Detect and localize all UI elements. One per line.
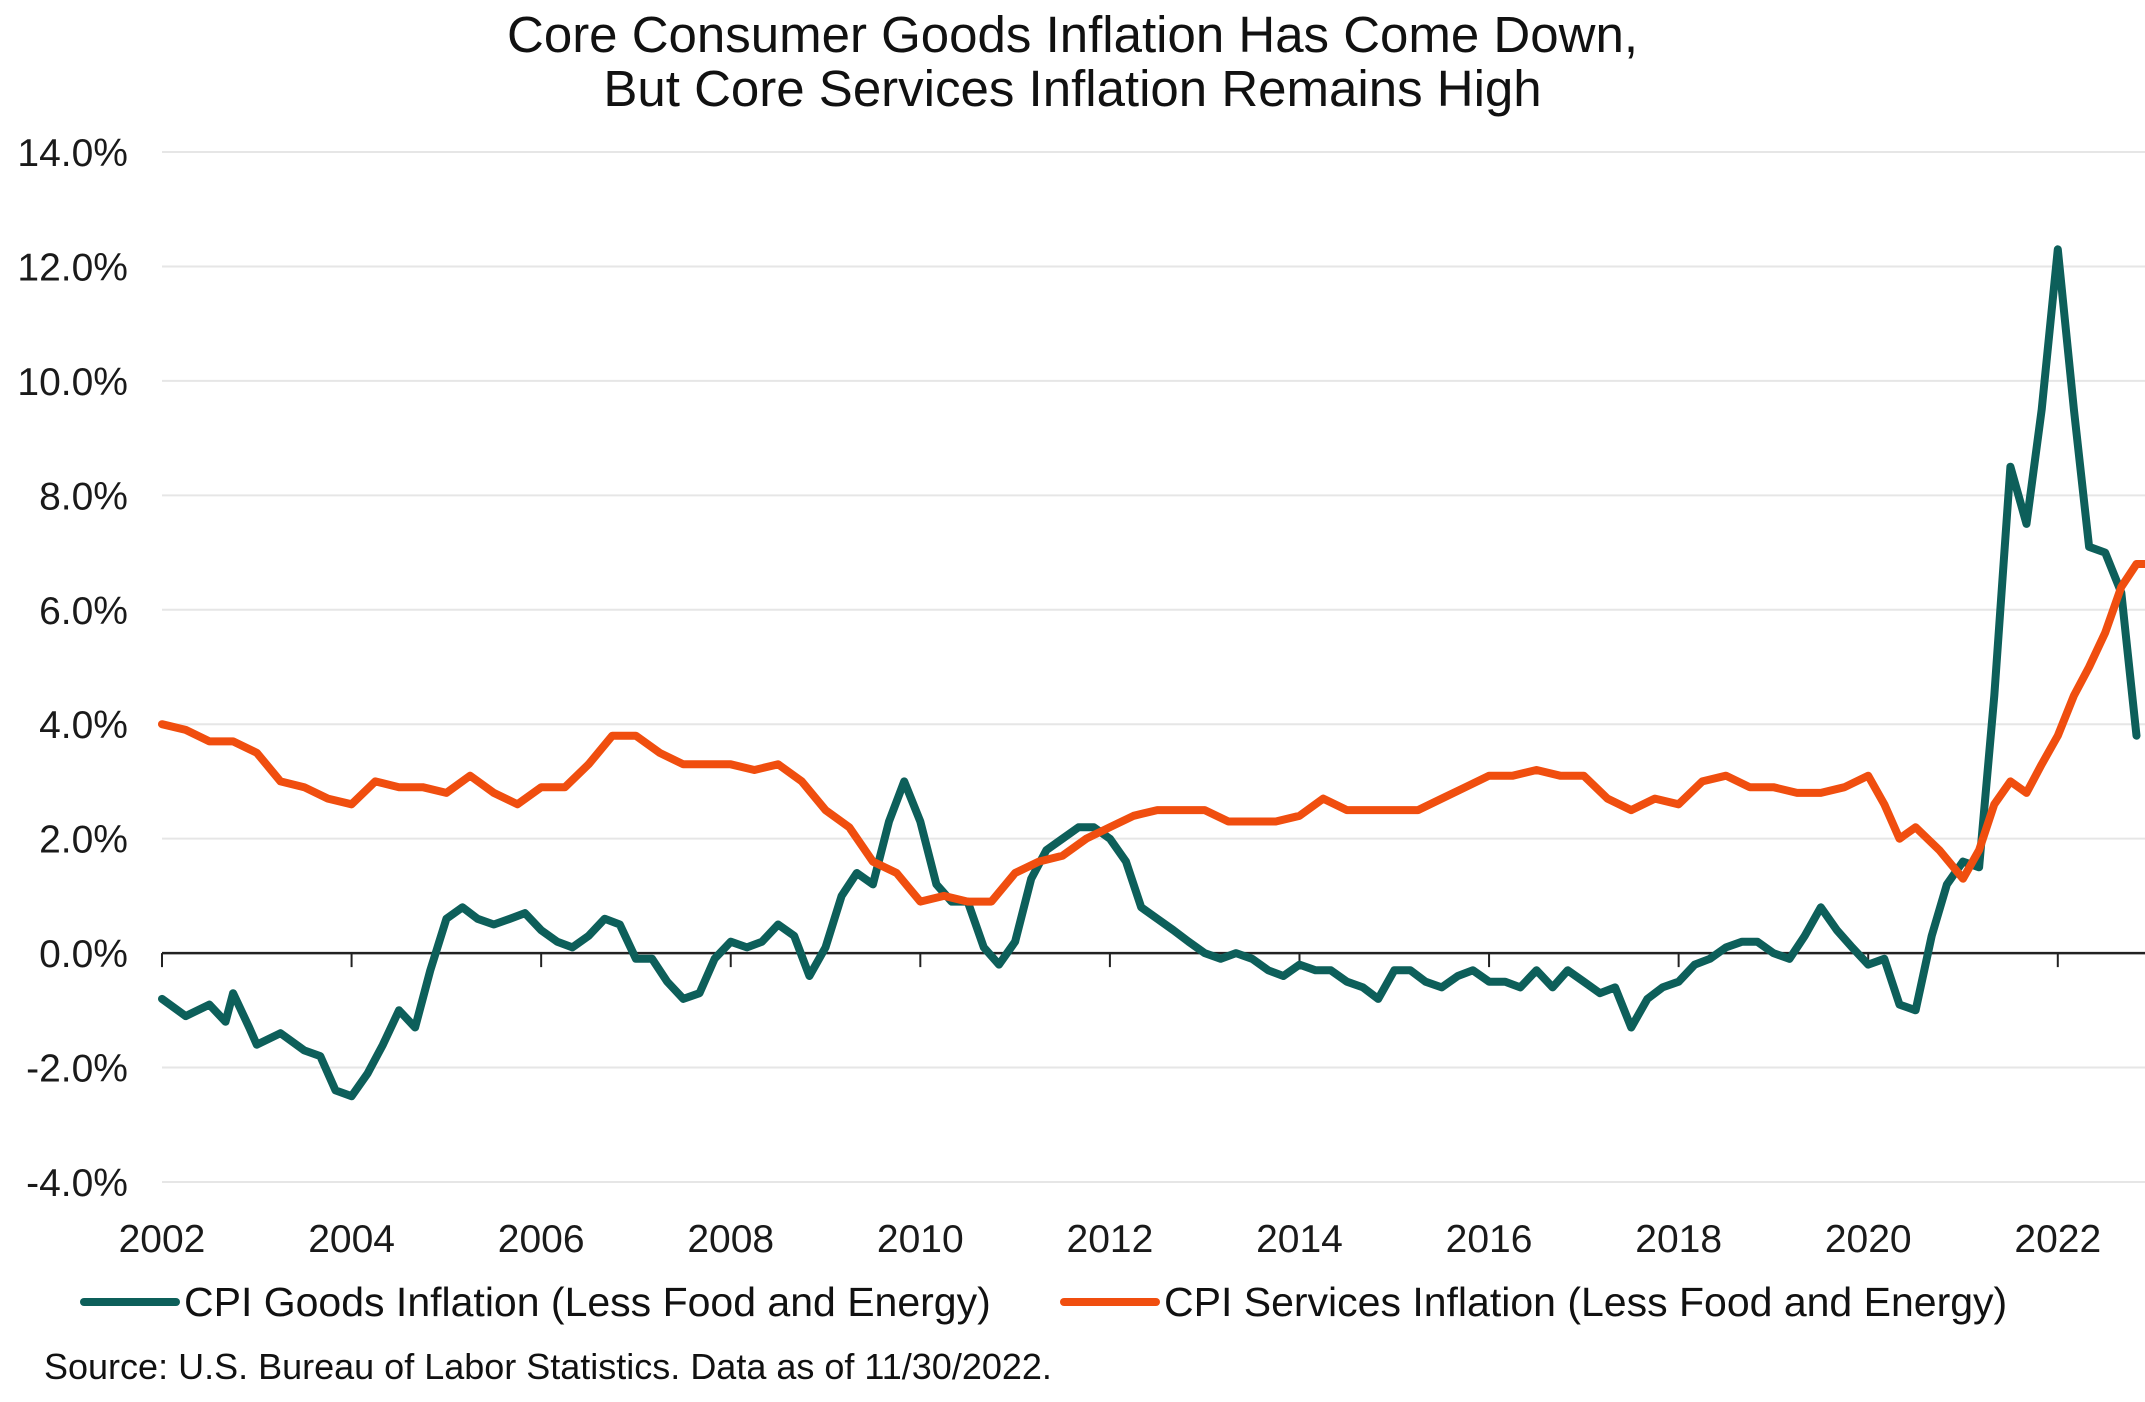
y-tick-label: -2.0%	[26, 1048, 128, 1091]
series-line-services	[158, 560, 2145, 906]
x-tick-label: 2008	[687, 1218, 774, 1261]
legend-item-services: CPI Services Inflation (Less Food and En…	[1060, 1272, 2007, 1332]
x-tick-label: 2016	[1446, 1218, 1533, 1261]
legend-swatch-goods	[80, 1298, 180, 1306]
legend-item-goods: CPI Goods Inflation (Less Food and Energ…	[80, 1272, 991, 1332]
source-note: Source: U.S. Bureau of Labor Statistics.…	[44, 1346, 1052, 1387]
y-tick-label: -4.0%	[26, 1162, 128, 1205]
line-chart: -4.0% -2.0% 0.0% 2.0% 4.0% 6.0% 8.0% 10.0% 12.0%…	[17, 132, 2145, 1261]
x-tick-label: 2014	[1256, 1218, 1343, 1261]
legend-label-services: CPI Services Inflation (Less Food and En…	[1164, 1278, 2008, 1325]
legend: CPI Goods Inflation (Less Food and Energ…	[0, 1272, 2145, 1332]
y-tick-label: 14.0%	[17, 132, 128, 175]
y-axis-ticks: -4.0% -2.0% 0.0% 2.0% 4.0% 6.0% 8.0% 10.0% 12.0%…	[17, 132, 128, 1205]
y-tick-label: 10.0%	[17, 361, 128, 404]
chart-title: Core Consumer Goods Inflation Has Come D…	[0, 8, 2145, 116]
chart-title-line-1: Core Consumer Goods Inflation Has Come D…	[507, 6, 1638, 63]
x-tick-label: 2012	[1067, 1218, 1154, 1261]
grid-lines	[162, 151, 2145, 1183]
series-lines	[158, 245, 2145, 1101]
y-tick-label: 2.0%	[39, 819, 128, 862]
y-tick-label: 0.0%	[39, 933, 128, 976]
x-tick-label: 2022	[2014, 1218, 2101, 1261]
chart-title-line-2: But Core Services Inflation Remains High	[603, 60, 1542, 117]
legend-swatch-services	[1060, 1298, 1160, 1306]
y-tick-label: 6.0%	[39, 590, 128, 633]
x-tick-label: 2010	[877, 1218, 964, 1261]
x-tick-label: 2004	[308, 1218, 395, 1261]
y-tick-label: 12.0%	[17, 246, 128, 289]
x-tick-label: 2018	[1635, 1218, 1722, 1261]
series-line-goods	[158, 245, 2141, 1101]
legend-label-goods: CPI Goods Inflation (Less Food and Energ…	[184, 1278, 991, 1325]
x-tick-label: 2006	[498, 1218, 585, 1261]
y-tick-label: 8.0%	[39, 475, 128, 518]
x-axis-ticks: 2002 2004 2006 2008 2010 2012 2014 2016 2018 2020…	[119, 953, 2101, 1261]
y-tick-label: 4.0%	[39, 704, 128, 747]
x-tick-label: 2020	[1825, 1218, 1912, 1261]
x-tick-label: 2002	[119, 1218, 206, 1261]
